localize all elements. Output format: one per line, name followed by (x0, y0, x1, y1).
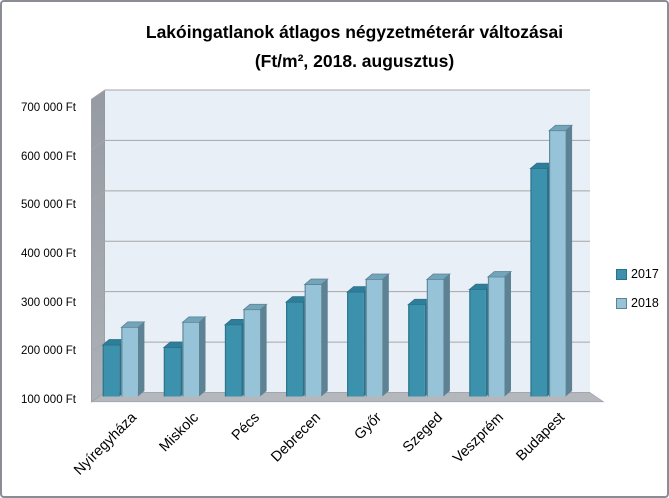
bar-face-side (565, 125, 573, 397)
bar-2018-veszprem (486, 271, 513, 397)
bar-face-side (443, 274, 450, 397)
bar-2018-budapest (547, 124, 574, 397)
bar-face-side (382, 274, 389, 397)
legend-swatch-2018 (616, 297, 627, 309)
bar-face-front (365, 279, 383, 397)
bar-face-front (102, 345, 120, 397)
side-wall-tick (91, 89, 106, 100)
side-wall-tick (91, 341, 106, 352)
bar-face-front (426, 279, 444, 397)
bar-2018-szeged (425, 273, 451, 397)
bar-face-front (469, 289, 486, 397)
bar-face-side (504, 271, 511, 397)
y-tick-label: 400 000 Ft (21, 247, 76, 260)
bar-face-front (163, 347, 181, 397)
legend-item-2017: 2017 (616, 266, 659, 282)
bar-face-front (243, 309, 261, 397)
bar-2018-pecs (242, 303, 268, 397)
bar-face-front (224, 324, 242, 397)
bar-face-side (260, 304, 267, 397)
bar-2018-miskolc (181, 316, 207, 397)
bar-2018-gyor (364, 273, 390, 397)
bar-2018-debrecen (303, 278, 329, 397)
bar-face-front (487, 276, 505, 397)
bar-face-front (182, 322, 199, 397)
y-tick-label: 200 000 Ft (21, 345, 76, 358)
legend-swatch-2017 (616, 268, 627, 280)
side-wall-tick (91, 240, 106, 251)
bar-face-front (286, 302, 303, 397)
side-wall-tick (91, 190, 106, 201)
bar-2018-nyiregyhaza (120, 321, 146, 397)
legend: 2017 2018 (616, 266, 659, 324)
bar-face-front (530, 168, 547, 397)
chart-title-line2: (Ft/m², 2018. augusztus) (254, 51, 455, 71)
side-wall-tick (91, 140, 106, 151)
y-tick-label: 600 000 Ft (21, 150, 76, 163)
bar-face-side (321, 279, 328, 397)
legend-label-2018: 2018 (631, 296, 659, 310)
bar-face-side (199, 316, 206, 397)
chart-title: Lakóingatlanok átlagos négyzetméterár vá… (47, 18, 662, 76)
bar-face-front (304, 284, 322, 397)
bar-face-front (121, 327, 138, 397)
y-tick-label: 500 000 Ft (21, 199, 76, 212)
bar-2017-debrecen (284, 296, 311, 397)
y-tick-label: 300 000 Ft (21, 296, 76, 309)
bar-2017-gyor (346, 286, 372, 397)
bar-face-side (137, 321, 145, 397)
chart-title-line1: Lakóingatlanok átlagos négyzetméterár vá… (145, 22, 564, 42)
y-tick-label: 700 000 Ft (21, 101, 76, 114)
bar-face-front (347, 292, 364, 397)
y-tick-label: 100 000 Ft (21, 394, 76, 406)
side-wall-tick (91, 291, 106, 302)
bar-face-front (408, 304, 425, 397)
legend-item-2018: 2018 (616, 295, 659, 311)
bar-face-front (549, 130, 566, 397)
legend-label-2017: 2017 (631, 267, 659, 281)
